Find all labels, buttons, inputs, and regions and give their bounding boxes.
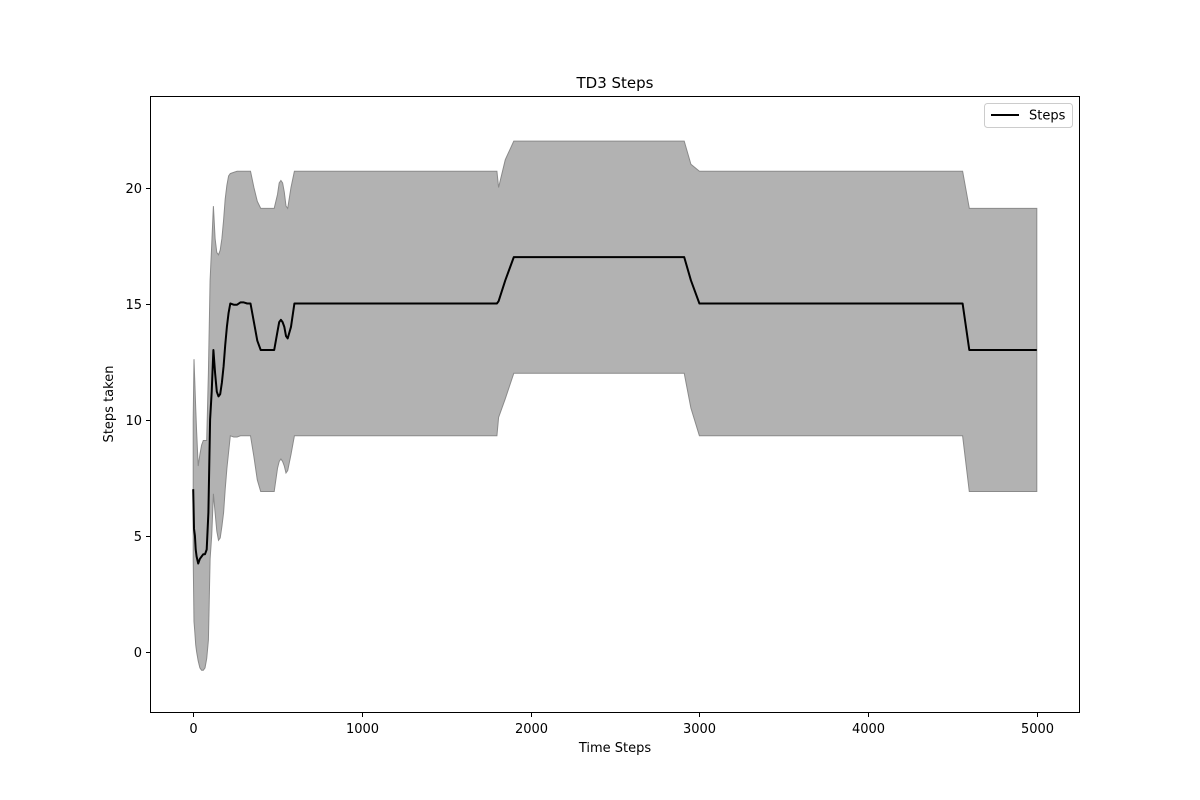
legend-label-steps: Steps <box>1029 109 1066 124</box>
plot-area <box>192 140 1038 671</box>
std-band <box>192 140 1038 671</box>
y-tick-label: 0 <box>134 646 142 661</box>
y-tick-label: 20 <box>125 182 142 197</box>
y-tick-label: 5 <box>134 530 142 545</box>
y-tick-label: 10 <box>125 414 142 429</box>
x-tick-label: 1000 <box>346 722 379 737</box>
x-tick-label: 4000 <box>852 722 885 737</box>
x-tick-label: 5000 <box>1021 722 1054 737</box>
x-tick-label: 0 <box>189 722 197 737</box>
chart-title: TD3 Steps <box>576 74 654 92</box>
y-tick-label: 15 <box>125 298 142 313</box>
legend-box <box>984 103 1073 128</box>
x-axis-label: Time Steps <box>578 741 652 756</box>
legend: Steps <box>984 103 1073 128</box>
y-axis: 0 5 10 15 20 <box>125 182 151 661</box>
plot-frame <box>150 96 1080 713</box>
y-axis-label: Steps taken <box>102 366 117 443</box>
x-axis: 0 1000 2000 3000 4000 5000 <box>189 712 1054 737</box>
x-tick-label: 3000 <box>683 722 716 737</box>
x-tick-label: 2000 <box>515 722 548 737</box>
series-line-steps <box>192 256 1037 565</box>
